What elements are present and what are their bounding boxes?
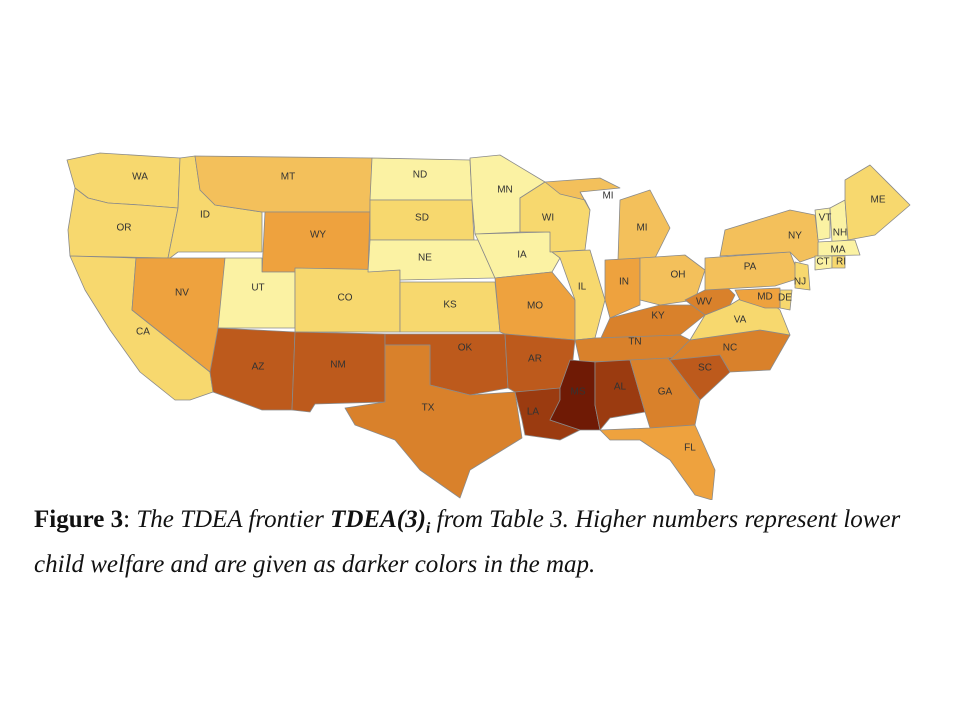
- state-label-wv: WV: [696, 297, 712, 308]
- state-label-vt: VT: [819, 213, 832, 224]
- state-label-co: CO: [338, 293, 353, 304]
- state-label-md: MD: [757, 292, 773, 303]
- caption-figure-number: Figure 3: [34, 506, 124, 533]
- state-in: [604, 257, 641, 319]
- us-choropleth-map: WA OR CA ID NV MT WY UT CO AZ NM ND SD NE KS OK TX MN IA MO…: [66, 152, 911, 500]
- caption-colon: :: [123, 506, 137, 533]
- state-label-wa: WA: [132, 172, 148, 183]
- state-label-or: OR: [117, 223, 132, 234]
- state-label-ms: MS: [571, 387, 586, 398]
- state-label-mo: MO: [527, 301, 543, 312]
- state-label-sc: SC: [698, 363, 712, 374]
- state-wy: [261, 211, 371, 273]
- state-ny: [719, 209, 821, 263]
- state-label-nh: NH: [833, 228, 847, 239]
- state-label-nm: NM: [330, 360, 346, 371]
- state-label-ut: UT: [251, 283, 264, 294]
- state-label-az: AZ: [252, 362, 265, 373]
- labels-layer: WA OR CA ID NV MT WY UT CO AZ NM ND SD NE KS OK TX MN IA MO…: [117, 170, 886, 454]
- state-label-mi-2: MI: [636, 223, 647, 234]
- state-mi-2: [617, 189, 671, 261]
- state-label-wy: WY: [310, 230, 326, 241]
- state-label-ar: AR: [528, 354, 542, 365]
- states-layer: [66, 152, 911, 500]
- state-label-ne: NE: [418, 253, 432, 264]
- state-label-in: IN: [619, 277, 629, 288]
- state-tx: [344, 344, 523, 499]
- state-ri: [831, 255, 846, 269]
- state-label-va: VA: [734, 315, 747, 326]
- state-label-ga: GA: [658, 387, 673, 398]
- state-label-oh: OH: [671, 270, 686, 281]
- state-label-mi: MI: [602, 191, 613, 202]
- state-mt: [194, 155, 373, 213]
- state-label-ky: KY: [651, 311, 665, 322]
- figure-caption: Figure 3: The TDEA frontier TDEA(3)i fro…: [34, 502, 934, 583]
- state-nm: [291, 331, 386, 413]
- state-label-ok: OK: [458, 343, 473, 354]
- state-label-ny: NY: [788, 231, 802, 242]
- state-label-id: ID: [200, 210, 210, 221]
- state-label-tn: TN: [628, 337, 641, 348]
- state-label-nd: ND: [413, 170, 427, 181]
- state-label-sd: SD: [415, 213, 429, 224]
- state-mi: [544, 177, 621, 211]
- state-label-nj: NJ: [794, 277, 806, 288]
- state-label-mt: MT: [281, 172, 295, 183]
- state-label-ks: KS: [443, 300, 457, 311]
- state-label-il: IL: [578, 282, 587, 293]
- caption-text-part2: from Table 3. Higher numbers represent l…: [34, 506, 901, 578]
- state-label-ct: CT: [816, 257, 829, 268]
- state-label-la: LA: [527, 407, 540, 418]
- state-label-wi: WI: [542, 213, 554, 224]
- state-label-ma: MA: [831, 245, 846, 256]
- state-label-ia: IA: [517, 250, 527, 261]
- state-label-me: ME: [871, 195, 886, 206]
- caption-bold-term: TDEA(3): [330, 506, 426, 533]
- state-me: [844, 164, 911, 241]
- state-label-tx: TX: [422, 403, 435, 414]
- state-label-al: AL: [614, 382, 627, 393]
- state-label-mn: MN: [497, 185, 513, 196]
- state-label-nc: NC: [723, 343, 737, 354]
- state-label-ri: RI: [836, 257, 846, 268]
- state-nj: [794, 261, 811, 291]
- state-label-pa: PA: [744, 262, 757, 273]
- state-md: [734, 287, 781, 309]
- state-ma: [817, 239, 861, 257]
- caption-text-part1: The TDEA frontier: [136, 506, 331, 533]
- state-label-nv: NV: [175, 288, 189, 299]
- caption-subscript: i: [425, 520, 431, 537]
- state-fl: [599, 424, 716, 500]
- state-vt: [814, 207, 831, 241]
- state-label-de: DE: [778, 293, 792, 304]
- state-label-ca: CA: [136, 327, 150, 338]
- state-label-fl: FL: [684, 443, 696, 454]
